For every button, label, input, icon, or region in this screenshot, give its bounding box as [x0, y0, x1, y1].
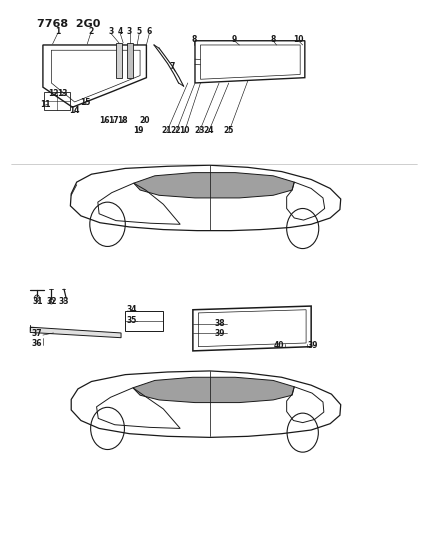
Polygon shape — [116, 43, 122, 78]
Text: 40: 40 — [273, 341, 284, 350]
Text: 2: 2 — [88, 27, 93, 36]
Text: 14: 14 — [69, 106, 80, 115]
Text: 35: 35 — [127, 316, 137, 325]
Text: 37: 37 — [31, 329, 42, 338]
Text: 20: 20 — [139, 116, 149, 125]
Text: 7768  2G0: 7768 2G0 — [36, 19, 100, 29]
Text: 33: 33 — [59, 297, 69, 306]
Text: 16: 16 — [99, 116, 110, 125]
Text: 22: 22 — [171, 126, 181, 135]
Text: 7: 7 — [170, 62, 175, 70]
Text: 15: 15 — [80, 99, 90, 108]
Text: 12: 12 — [48, 89, 59, 98]
Text: 32: 32 — [46, 297, 56, 306]
Polygon shape — [133, 377, 294, 402]
Text: 11: 11 — [40, 100, 50, 109]
Text: 8: 8 — [270, 35, 276, 44]
Text: 38: 38 — [215, 319, 226, 328]
Polygon shape — [127, 43, 133, 78]
Text: 10: 10 — [179, 126, 190, 135]
Polygon shape — [30, 327, 121, 338]
Text: 6: 6 — [147, 27, 152, 36]
Polygon shape — [134, 173, 294, 198]
Text: 31: 31 — [32, 297, 43, 306]
Text: 1: 1 — [55, 27, 60, 36]
Text: 23: 23 — [194, 126, 205, 135]
Text: 25: 25 — [223, 126, 234, 135]
Text: 3: 3 — [127, 27, 132, 36]
Text: 10: 10 — [293, 35, 304, 44]
Text: 18: 18 — [117, 116, 128, 125]
Text: 39: 39 — [215, 329, 226, 338]
Text: 4: 4 — [118, 27, 123, 36]
Text: 36: 36 — [31, 339, 42, 348]
Text: 24: 24 — [203, 126, 214, 135]
Text: 19: 19 — [133, 126, 143, 135]
Text: 13: 13 — [56, 89, 67, 98]
Text: 8: 8 — [191, 35, 196, 44]
Text: 34: 34 — [127, 305, 137, 314]
Text: 9: 9 — [232, 35, 237, 44]
Text: 3: 3 — [108, 27, 113, 36]
Text: 39: 39 — [308, 341, 318, 350]
Text: 5: 5 — [137, 27, 142, 36]
Text: 17: 17 — [108, 116, 119, 125]
Text: 21: 21 — [161, 126, 172, 135]
